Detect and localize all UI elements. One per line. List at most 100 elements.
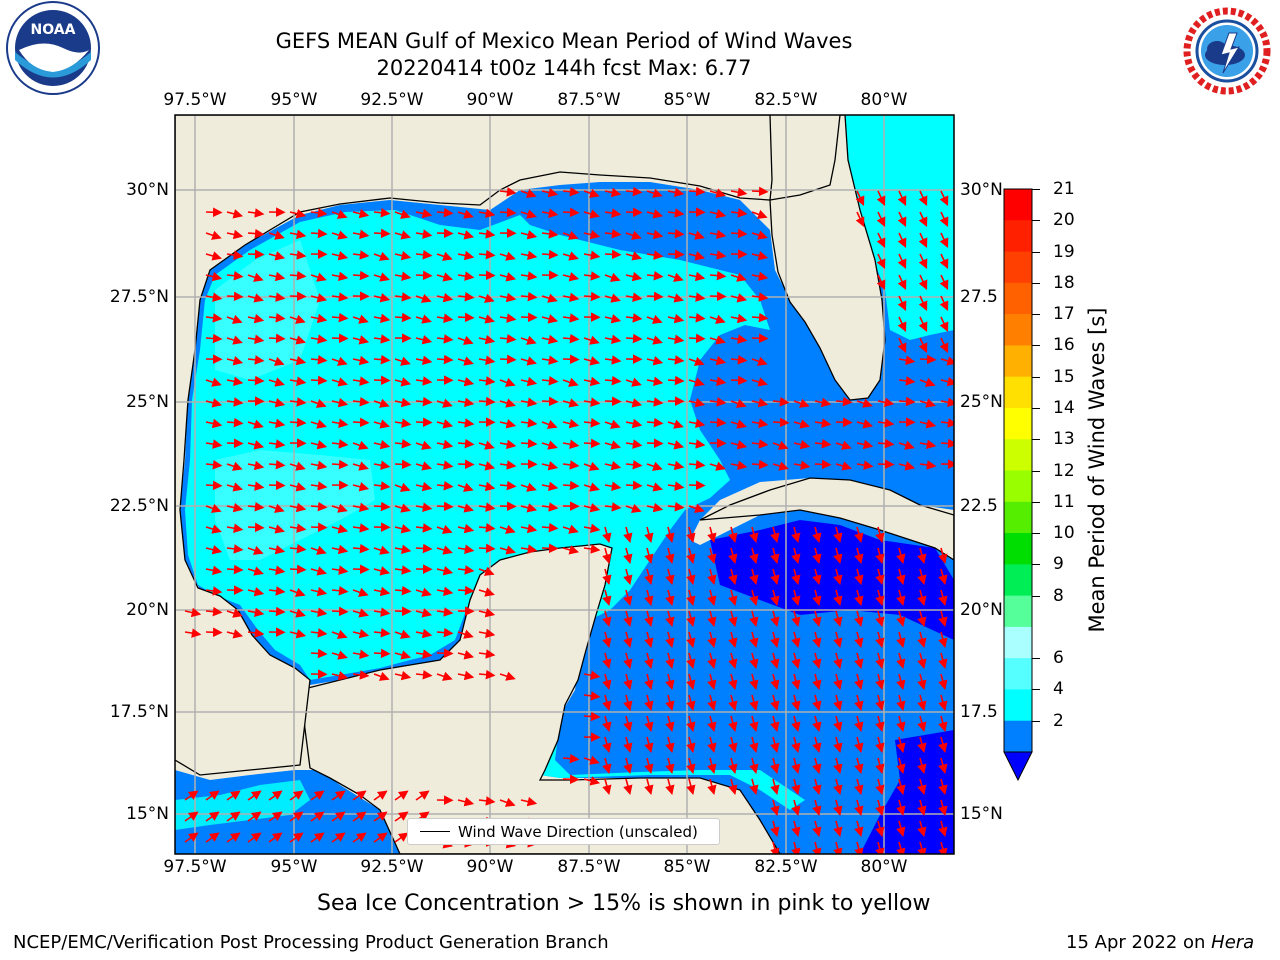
machine-name: Hera	[1211, 932, 1255, 953]
wind-wave-arrow	[310, 545, 327, 555]
wind-wave-arrow	[205, 207, 223, 218]
wind-wave-arrow	[331, 503, 348, 513]
wind-wave-arrow	[331, 377, 348, 387]
wind-wave-arrow	[709, 188, 726, 198]
wind-wave-arrow	[896, 568, 906, 586]
wind-wave-arrow	[478, 608, 496, 618]
wind-wave-arrow	[835, 461, 852, 471]
wind-wave-arrow	[268, 811, 283, 822]
wind-wave-arrow	[854, 673, 864, 691]
wind-wave-arrow	[562, 272, 580, 282]
wind-wave-arrow	[457, 291, 475, 302]
run-date: 15 Apr 2022 on Hera	[1066, 932, 1254, 954]
wind-wave-arrow	[247, 375, 265, 386]
wind-wave-arrow	[938, 589, 948, 607]
wind-wave-arrow	[499, 251, 516, 261]
wind-wave-arrow	[268, 398, 286, 408]
map-legend: Wind Wave Direction (unscaled)	[407, 818, 720, 845]
wind-wave-arrow	[688, 377, 705, 387]
wind-wave-arrow	[875, 652, 885, 670]
wind-wave-arrow	[226, 397, 244, 407]
colorbar-label: Mean Period of Wind Waves [s]	[1085, 307, 1109, 633]
lon-label-top: 80°W	[860, 90, 908, 110]
wind-wave-arrow	[604, 272, 621, 282]
run-date-text: 15 Apr 2022 on	[1066, 932, 1212, 953]
wind-wave-arrow	[541, 419, 558, 429]
wind-wave-arrow	[665, 673, 675, 691]
wind-wave-arrow	[499, 545, 516, 555]
wind-wave-arrow	[751, 459, 769, 470]
wind-wave-arrow	[896, 736, 906, 754]
wind-wave-arrow	[226, 482, 243, 492]
wind-wave-arrow	[625, 186, 643, 197]
wind-wave-arrow	[791, 715, 801, 733]
colorbar-tick-label: 19	[1053, 241, 1075, 262]
wind-wave-arrow	[520, 312, 538, 323]
wind-wave-arrow	[289, 811, 304, 822]
wind-wave-arrow	[436, 480, 454, 491]
wind-wave-arrow	[562, 292, 580, 303]
wind-wave-arrow	[331, 811, 346, 822]
wind-wave-arrow	[583, 523, 601, 534]
wind-wave-arrow	[520, 209, 537, 219]
wind-wave-arrow	[875, 778, 885, 796]
lon-label-bottom: 90°W	[466, 857, 514, 877]
wind-wave-arrow	[623, 778, 633, 796]
wind-wave-arrow	[917, 610, 927, 628]
wind-wave-arrow	[770, 610, 780, 628]
colorbar-segment	[1004, 220, 1032, 253]
chart-title-line2: 20220414 t00z 144h fcst Max: 6.77	[376, 56, 752, 80]
wind-wave-arrow	[478, 502, 496, 512]
colorbar-tick-mark	[1032, 251, 1040, 253]
wind-wave-arrow	[583, 229, 601, 240]
wind-wave-arrow	[394, 459, 412, 470]
wind-wave-arrow	[226, 356, 244, 366]
colorbar-tick-label: 16	[1053, 335, 1075, 356]
wind-wave-arrow	[352, 482, 370, 492]
wind-wave-arrow	[791, 631, 801, 649]
wind-wave-arrow	[415, 461, 432, 471]
wind-wave-arrow	[751, 312, 769, 323]
wind-wave-arrow	[268, 586, 286, 596]
wind-wave-arrow	[751, 209, 768, 219]
wind-wave-arrow	[812, 694, 822, 712]
wind-wave-arrow	[562, 524, 579, 534]
wind-wave-arrow	[791, 736, 801, 754]
wind-wave-arrow	[667, 249, 685, 260]
wind-wave-arrow	[499, 187, 517, 197]
wind-wave-arrow	[749, 526, 759, 544]
wind-wave-arrow	[394, 565, 412, 575]
wind-wave-arrow	[331, 832, 346, 843]
wind-wave-arrow	[247, 501, 265, 512]
wind-wave-arrow	[625, 292, 643, 302]
wind-wave-arrow	[457, 438, 475, 449]
wind-wave-arrow	[688, 356, 705, 366]
colorbar-segment	[1004, 189, 1032, 221]
wind-wave-arrow	[812, 820, 822, 838]
wind-wave-arrow	[310, 460, 328, 471]
colorbar-tick-mark	[1032, 689, 1040, 691]
wind-wave-arrow	[897, 316, 907, 333]
wind-wave-arrow	[394, 438, 412, 449]
wind-wave-arrow	[373, 648, 391, 659]
wind-wave-arrow	[478, 355, 496, 365]
wind-wave-arrow	[415, 376, 433, 386]
wind-wave-arrow	[289, 608, 306, 618]
wind-wave-arrow	[646, 461, 663, 471]
wind-wave-arrow	[728, 589, 738, 607]
wind-wave-arrow	[707, 631, 717, 649]
colorbar-tick-label: 20	[1053, 210, 1075, 231]
wind-wave-arrow	[289, 355, 307, 366]
wind-wave-arrow	[499, 419, 517, 429]
wind-wave-arrow	[709, 355, 727, 366]
wind-wave-arrow	[394, 482, 411, 492]
wind-wave-arrow	[373, 607, 391, 617]
wind-wave-arrow	[749, 568, 759, 586]
wind-wave-arrow	[749, 736, 759, 754]
colorbar-segment	[1004, 689, 1032, 722]
wind-wave-arrow	[478, 208, 496, 219]
wind-wave-arrow	[623, 631, 633, 649]
wind-wave-arrow	[728, 778, 738, 796]
wind-wave-arrow	[478, 229, 496, 239]
lon-label-top: 92.5°W	[360, 90, 424, 110]
